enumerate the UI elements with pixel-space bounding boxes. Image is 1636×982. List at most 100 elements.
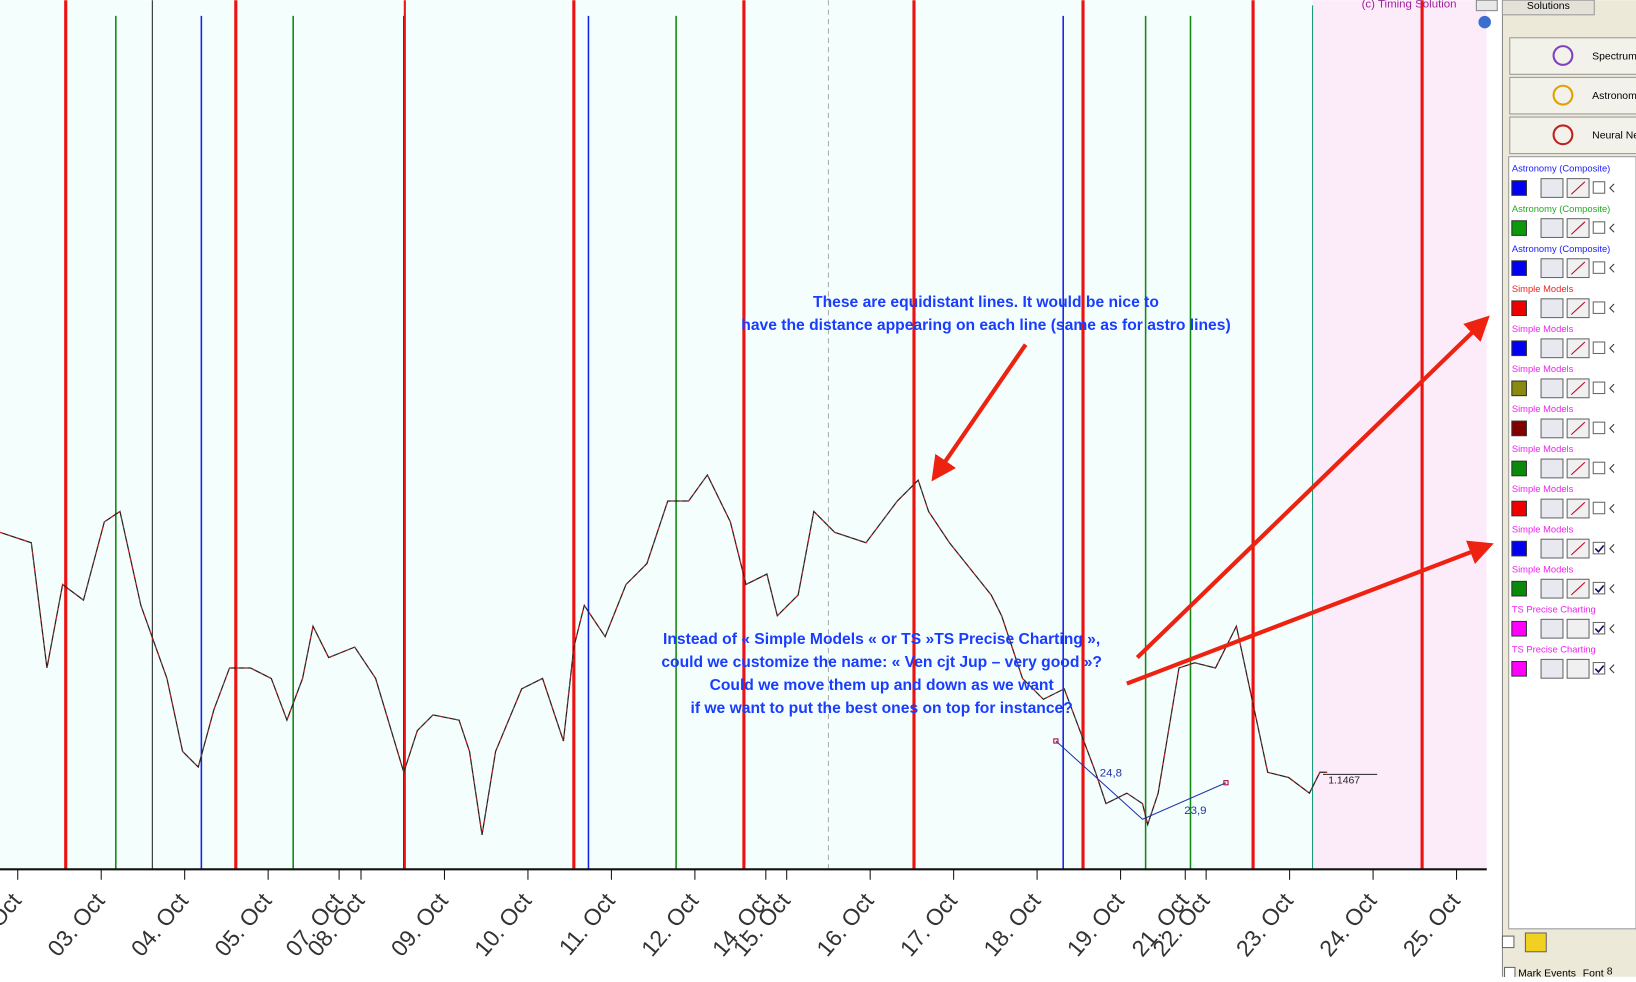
dropdown[interactable] bbox=[1475, 0, 1498, 12]
checkbox[interactable] bbox=[1592, 501, 1606, 515]
module-label: Simple Models bbox=[1512, 563, 1574, 574]
chart-margin bbox=[1486, 0, 1503, 977]
collapse-arrow[interactable] bbox=[1609, 263, 1615, 273]
checkmark bbox=[1594, 585, 1605, 593]
arrow bbox=[1126, 540, 1494, 686]
checkbox[interactable] bbox=[1592, 221, 1606, 234]
checkbox[interactable] bbox=[1504, 966, 1516, 979]
x-tick-label: 10. Oct bbox=[469, 887, 537, 961]
module-label: Simple Models bbox=[1512, 523, 1574, 534]
table-icon[interactable] bbox=[1540, 578, 1564, 599]
price-label: 1.1467 bbox=[1328, 775, 1360, 786]
table-icon[interactable] bbox=[1540, 258, 1564, 279]
table-icon[interactable] bbox=[1540, 458, 1564, 479]
module-color[interactable] bbox=[1511, 540, 1527, 557]
chart-icon-line bbox=[1570, 501, 1586, 516]
table-icon[interactable] bbox=[1540, 298, 1564, 319]
module-label: Astronomy (Composite) bbox=[1512, 203, 1610, 214]
module-color[interactable] bbox=[1511, 300, 1527, 317]
collapse-arrow[interactable] bbox=[1609, 223, 1615, 233]
chart-icon-line bbox=[1570, 582, 1586, 596]
module-color[interactable] bbox=[1511, 180, 1527, 196]
checkbox[interactable] bbox=[1592, 261, 1606, 274]
solutions-label: Solutions bbox=[1527, 1, 1570, 12]
x-tick-label: 12. Oct bbox=[636, 887, 704, 961]
module-color[interactable] bbox=[1511, 460, 1527, 477]
module-color[interactable] bbox=[1511, 220, 1527, 236]
table-icon[interactable] bbox=[1540, 418, 1564, 439]
module-color[interactable] bbox=[1511, 660, 1527, 677]
copyright: (c) Timing Solution bbox=[1362, 0, 1457, 10]
checkbox[interactable] bbox=[1592, 341, 1606, 355]
collapse-arrow[interactable] bbox=[1609, 664, 1615, 674]
collapse-arrow[interactable] bbox=[1609, 343, 1615, 353]
collapse-arrow[interactable] bbox=[1609, 303, 1615, 313]
collapse-arrow[interactable] bbox=[1609, 183, 1615, 193]
x-tick-label: 19. Oct bbox=[1062, 887, 1130, 961]
arrow bbox=[1135, 315, 1490, 660]
collapse-arrow[interactable] bbox=[1609, 423, 1615, 433]
module-color[interactable] bbox=[1511, 500, 1527, 517]
mark-events: Mark Events bbox=[1518, 968, 1576, 977]
checkbox[interactable] bbox=[1592, 461, 1606, 475]
annotation-line: These are equidistant lines. It would be… bbox=[813, 294, 1159, 311]
checkbox[interactable] bbox=[1592, 581, 1606, 595]
collapse-arrow[interactable] bbox=[1609, 584, 1615, 594]
x-tick-label: 25. Oct bbox=[1398, 887, 1466, 961]
checkbox[interactable] bbox=[1592, 662, 1606, 675]
checkbox[interactable] bbox=[1592, 301, 1606, 314]
table-icon[interactable] bbox=[1540, 218, 1564, 238]
trend-lines bbox=[1055, 740, 1227, 820]
table-icon[interactable] bbox=[1540, 378, 1564, 399]
collapse-arrow[interactable] bbox=[1609, 383, 1615, 393]
arrow bbox=[931, 343, 1028, 482]
font-size[interactable]: 8 bbox=[1607, 966, 1613, 977]
module-color[interactable] bbox=[1511, 380, 1527, 397]
annotation-line: Instead of « Simple Models « or TS »TS P… bbox=[663, 631, 1100, 648]
collapse-arrow[interactable] bbox=[1609, 503, 1615, 514]
collapse-arrow[interactable] bbox=[1609, 544, 1615, 554]
solutions-button[interactable] bbox=[1501, 0, 1595, 16]
chart-icon[interactable] bbox=[1566, 658, 1590, 679]
chart-icon[interactable] bbox=[1566, 618, 1590, 639]
collapse-arrow[interactable] bbox=[1609, 624, 1615, 634]
annotation-line: have the distance appearing on each line… bbox=[741, 317, 1230, 334]
x-tick-label: 04. Oct bbox=[126, 887, 194, 961]
checkbox[interactable] bbox=[1592, 381, 1606, 395]
module-color[interactable] bbox=[1511, 340, 1527, 357]
table-icon[interactable] bbox=[1540, 498, 1564, 519]
chart-icon-line bbox=[1570, 421, 1586, 436]
distance-label: 24,8 bbox=[1100, 767, 1122, 779]
chart-icon-line bbox=[1570, 181, 1586, 195]
tool-icon[interactable] bbox=[1524, 932, 1547, 953]
checkbox[interactable] bbox=[1592, 621, 1606, 635]
globe-icon[interactable] bbox=[1478, 15, 1491, 29]
checkbox[interactable] bbox=[1501, 935, 1515, 949]
button-icon bbox=[1552, 45, 1574, 66]
checkmark bbox=[1594, 544, 1605, 553]
module-label: TS Precise Charting bbox=[1512, 643, 1596, 654]
table-icon[interactable] bbox=[1540, 658, 1564, 679]
x-tick-label: 23. Oct bbox=[1231, 887, 1299, 961]
module-color[interactable] bbox=[1511, 620, 1527, 637]
checkbox[interactable] bbox=[1592, 541, 1606, 555]
checkbox[interactable] bbox=[1592, 181, 1606, 194]
button-icon bbox=[1552, 84, 1574, 106]
checkbox[interactable] bbox=[1592, 421, 1606, 435]
trend-handle bbox=[1223, 780, 1229, 786]
table-icon[interactable] bbox=[1540, 178, 1564, 198]
table-icon[interactable] bbox=[1540, 338, 1564, 359]
chart-icon-line bbox=[1570, 301, 1586, 315]
module-color[interactable] bbox=[1511, 420, 1527, 437]
x-tick-label: 17. Oct bbox=[895, 887, 963, 961]
module-color[interactable] bbox=[1511, 580, 1527, 597]
collapse-arrow[interactable] bbox=[1609, 463, 1615, 474]
table-icon[interactable] bbox=[1540, 538, 1564, 559]
module-color[interactable] bbox=[1511, 260, 1527, 276]
module-panel: Spectrum Astronomy Neural Network Astronomy… bbox=[1508, 37, 1636, 930]
table-icon[interactable] bbox=[1540, 618, 1564, 639]
module-label: Astronomy (Composite) bbox=[1512, 243, 1610, 254]
